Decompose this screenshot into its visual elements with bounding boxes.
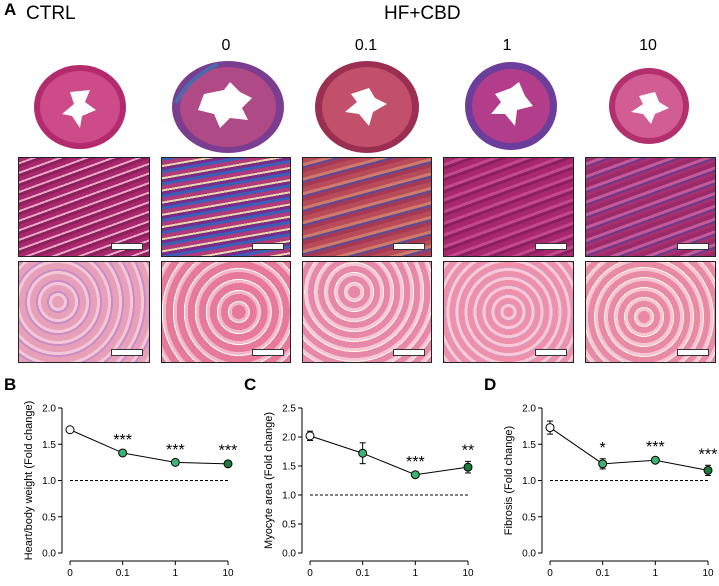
x-tick-label: 10 (462, 568, 474, 579)
x-tick-label: 0.1 (116, 568, 130, 579)
series-line (309, 435, 469, 476)
significance-label: * (600, 440, 606, 457)
x-tick-label: 0 (67, 568, 73, 579)
y-axis-label: Heart/body weight (Fold change) (23, 401, 35, 561)
series-line (549, 427, 709, 471)
x-tick-label: 1 (653, 568, 659, 579)
x-tick-label: 0.1 (596, 568, 610, 579)
y-tick-label: 1.5 (282, 462, 296, 473)
panel-letter: C (244, 375, 256, 394)
scale-bar (535, 243, 567, 250)
trichrome-tile-10 (585, 157, 716, 257)
he-tile-0.1 (302, 261, 432, 363)
data-point (650, 455, 660, 465)
ctrl-label: CTRL (26, 3, 76, 24)
panel-a-letter: A (4, 0, 17, 19)
y-tick-label: 1.0 (522, 476, 536, 487)
panel-letter: B (4, 375, 16, 394)
y-tick-label: 0.0 (522, 549, 536, 560)
heart-section-1 (465, 62, 557, 150)
y-tick-label: 0.5 (42, 512, 56, 523)
y-tick-label: 1.0 (282, 491, 296, 502)
scale-bar (111, 243, 143, 250)
heart-section-10 (609, 68, 689, 144)
dose-label-10: 10 (639, 37, 657, 54)
data-point (463, 462, 473, 472)
y-tick-label: 2.0 (282, 433, 296, 444)
data-point (545, 423, 555, 433)
scale-bar (252, 243, 284, 250)
trichrome-tile-ctrl (18, 157, 150, 257)
significance-label: ** (462, 442, 474, 459)
y-tick-label: 1.0 (42, 476, 56, 487)
x-tick-label: 1 (173, 568, 179, 579)
x-tick-label: 0 (307, 568, 313, 579)
significance-label: *** (646, 439, 665, 456)
x-tick-label: 0 (547, 568, 553, 579)
data-point (703, 465, 713, 475)
significance-label: *** (166, 442, 185, 459)
chart-panel-d: D0.00.51.01.52.000.1110CBD (mg/kg)Fibros… (484, 375, 718, 579)
significance-label: *** (699, 446, 718, 463)
scale-bar (677, 349, 709, 356)
heart-section-0 (172, 61, 284, 153)
chart-panel-c: C0.00.51.01.52.02.500.1110CBD (mg/kg)Myo… (244, 375, 474, 579)
y-tick-label: 0.0 (282, 549, 296, 560)
heart-section-ctrl (34, 65, 126, 149)
data-point (598, 459, 608, 469)
scale-bar (393, 349, 425, 356)
data-point (305, 431, 315, 441)
data-point (118, 448, 128, 458)
scale-bar (677, 243, 709, 250)
significance-label: *** (406, 454, 425, 471)
y-tick-label: 1.5 (42, 440, 56, 451)
scale-bar (393, 243, 425, 250)
significance-label: *** (219, 443, 238, 460)
x-tick-label: 1 (413, 568, 419, 579)
y-tick-label: 0.5 (522, 512, 536, 523)
dose-label-1: 1 (502, 37, 512, 54)
y-tick-label: 2.5 (282, 404, 296, 415)
trichrome-tile-0.1 (302, 157, 432, 257)
y-axis-label: Fibrosis (Fold change) (503, 426, 515, 535)
series-line (69, 429, 229, 465)
y-tick-label: 1.5 (522, 440, 536, 451)
y-axis-label: Myocyte area (Fold change) (263, 412, 275, 549)
x-tick-label: 10 (222, 568, 234, 579)
trichrome-tile-0 (161, 157, 291, 257)
trichrome-tile-1 (443, 157, 574, 257)
data-point (410, 470, 420, 480)
he-tile-ctrl (18, 261, 150, 363)
chart-panel-b: B0.00.51.01.52.000.1110CBD (mg/kg)Heart/… (4, 375, 238, 579)
dose-label-0.1: 0.1 (354, 37, 378, 54)
data-point (358, 448, 368, 458)
x-tick-label: 10 (702, 568, 714, 579)
scale-bar (252, 349, 284, 356)
data-point (223, 459, 233, 469)
panel-letter: D (484, 375, 496, 394)
y-tick-label: 2.0 (522, 404, 536, 415)
y-tick-label: 2.0 (42, 404, 56, 415)
significance-label: *** (113, 432, 132, 449)
data-point (65, 425, 75, 435)
scale-bar (111, 349, 143, 356)
dose-label-0: 0 (221, 37, 231, 54)
scale-bar (535, 349, 567, 356)
he-tile-0 (161, 261, 291, 363)
heart-section-0.1 (315, 61, 419, 153)
y-tick-label: 0.5 (282, 520, 296, 531)
he-tile-1 (443, 261, 574, 363)
y-tick-label: 0.0 (42, 549, 56, 560)
hfcbd-label: HF+CBD (384, 3, 461, 24)
data-point (170, 457, 180, 467)
x-tick-label: 0.1 (356, 568, 370, 579)
he-tile-10 (585, 261, 716, 363)
